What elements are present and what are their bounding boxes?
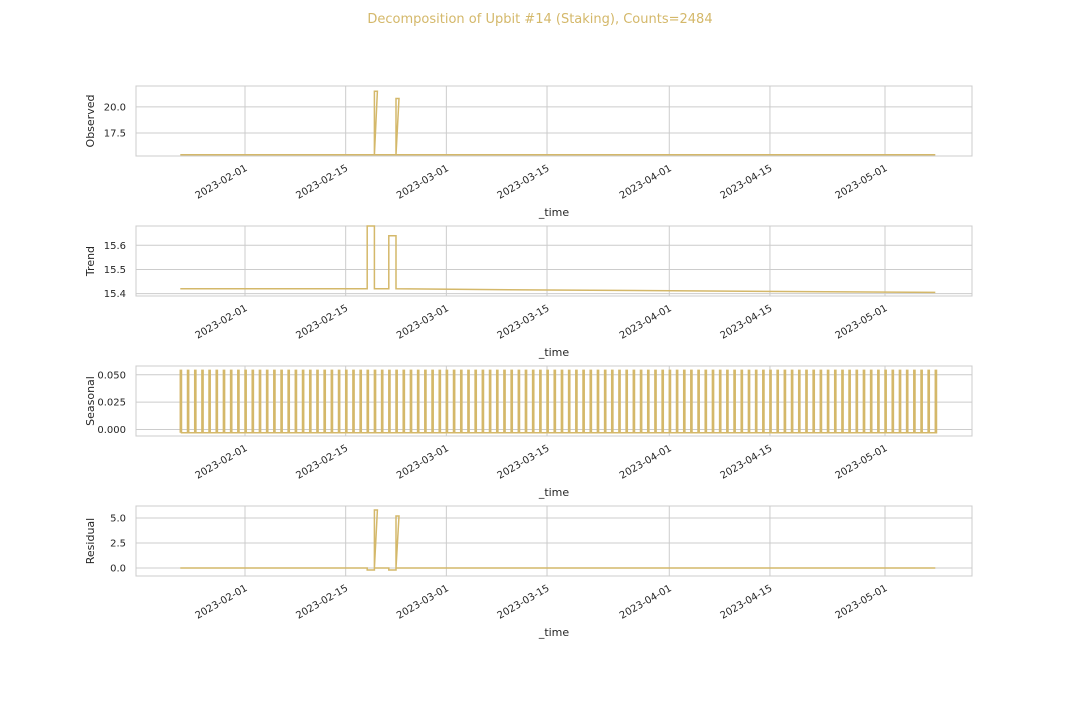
y-tick-label: 2.5 [110,539,126,550]
y-axis-label: Residual [84,518,97,564]
x-axis-label: _time [538,346,570,359]
y-tick-label: 15.4 [104,289,126,300]
x-tick-label: 2023-05-01 [834,163,890,202]
x-axis-label: _time [538,626,570,639]
panel-trend: 2023-02-01 2023-02-15 2023-03-01 2023-03-15… [84,225,973,359]
series-line-trend [180,225,936,294]
panel-residual: 2023-02-01 2023-02-15 2023-03-01 2023-03-15… [84,505,973,639]
x-axis-label: _time [538,206,570,219]
x-tick-label: 2023-03-01 [395,443,451,482]
y-axis-label: Trend [84,246,97,277]
x-tick-label: 2023-03-01 [395,583,451,622]
y-axis-label: Seasonal [84,376,97,426]
y-tick-label: 0.0 [110,564,126,575]
x-tick-label: 2023-03-15 [496,163,552,202]
x-tick-label: 2023-04-15 [719,163,775,202]
y-tick-label: 17.5 [104,129,126,140]
x-tick-label: 2023-05-01 [834,443,890,482]
series-line-observed [180,90,936,156]
x-tick-label: 2023-02-01 [194,303,250,342]
x-tick-label: 2023-04-01 [618,443,674,482]
x-tick-label: 2023-04-01 [618,303,674,342]
x-tick-label: 2023-05-01 [834,583,890,622]
plot-frame [135,225,973,297]
panel-observed: 2023-02-01 2023-02-15 2023-03-01 2023-03-15… [84,85,973,219]
series-line-residual [180,509,936,571]
y-tick-label: 0.025 [97,398,126,409]
x-tick-label: 2023-04-15 [719,583,775,622]
x-tick-label: 2023-02-01 [194,583,250,622]
x-tick-label: 2023-02-01 [194,443,250,482]
x-tick-label: 2023-02-15 [294,163,350,202]
x-axis-label: _time [538,486,570,499]
x-tick-label: 2023-03-01 [395,163,451,202]
x-tick-label: 2023-05-01 [834,303,890,342]
y-axis-label: Observed [84,95,97,148]
series-line-seasonal [179,369,938,434]
y-tick-label: 15.6 [104,241,126,252]
plot-frame [135,85,973,157]
y-tick-label: 15.5 [104,265,126,276]
plot-frame [135,505,973,577]
x-tick-label: 2023-04-15 [719,303,775,342]
figure-title: Decomposition of Upbit #14 (Staking), Co… [367,12,713,27]
plot-frame [135,365,973,437]
x-tick-label: 2023-04-01 [618,163,674,202]
y-tick-label: 0.000 [97,425,126,436]
y-tick-label: 0.050 [97,370,126,381]
y-tick-label: 5.0 [110,514,126,525]
x-tick-label: 2023-03-15 [496,303,552,342]
panel-seasonal: 2023-02-01 2023-02-15 2023-03-01 2023-03-15… [84,365,973,499]
x-tick-label: 2023-03-01 [395,303,451,342]
x-tick-label: 2023-04-15 [719,443,775,482]
x-tick-label: 2023-02-15 [294,583,350,622]
x-tick-label: 2023-02-15 [294,443,350,482]
x-tick-label: 2023-03-15 [496,583,552,622]
x-tick-label: 2023-04-01 [618,583,674,622]
y-tick-label: 20.0 [104,102,126,113]
x-tick-label: 2023-02-15 [294,303,350,342]
x-tick-label: 2023-02-01 [194,163,250,202]
x-tick-label: 2023-03-15 [496,443,552,482]
